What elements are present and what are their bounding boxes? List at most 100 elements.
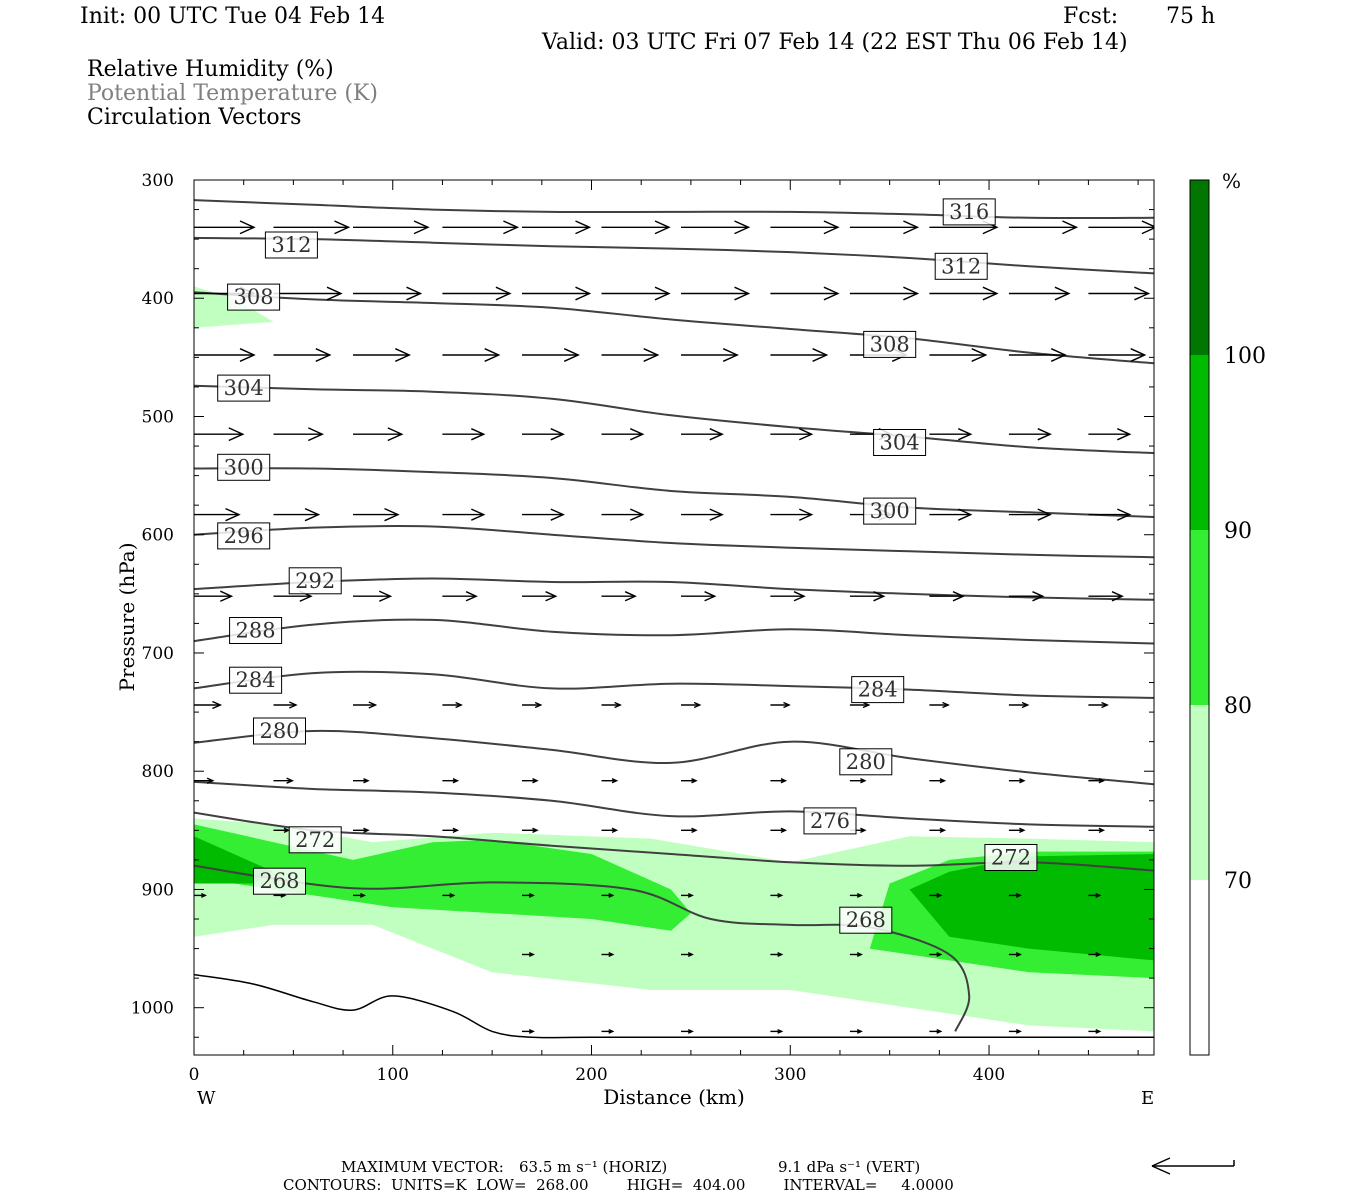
- wind-vector: [849, 952, 863, 957]
- wind-vector: [929, 428, 973, 441]
- wind-vector-head: [856, 952, 863, 957]
- wind-vector-head: [823, 220, 840, 235]
- isentrope-288: [194, 618, 1154, 645]
- wind-vector: [442, 892, 456, 898]
- max-vector-vert: 9.1 dPa s⁻¹ (VERT): [778, 1158, 921, 1176]
- wind-vector-head: [484, 348, 501, 362]
- isentrope-label-text: 300: [870, 499, 910, 523]
- isentrope-label-box: [229, 666, 283, 694]
- wind-vector-head: [936, 892, 943, 898]
- isentrope-label: 296: [217, 522, 271, 550]
- wind-vector-head: [1095, 952, 1102, 957]
- east-label: E: [1141, 1088, 1154, 1109]
- wind-vector-head: [856, 1028, 863, 1034]
- wind-vector: [681, 778, 698, 784]
- isentrope-label-text: 308: [234, 285, 274, 309]
- wind-vector-head: [722, 348, 739, 362]
- wind-vector-head: [614, 701, 622, 709]
- wind-vector-head: [936, 1028, 943, 1034]
- wind-vector-head: [1015, 892, 1022, 898]
- wind-vector: [929, 701, 950, 709]
- wind-vector-head: [449, 892, 456, 898]
- wind-vector-head: [334, 220, 351, 235]
- wind-vector-head: [1111, 591, 1124, 602]
- west-label: W: [197, 1088, 216, 1109]
- wind-vector-head: [206, 777, 215, 784]
- wind-vector-head: [982, 286, 999, 301]
- wind-vector: [1088, 778, 1106, 784]
- wind-vector: [601, 591, 637, 602]
- wind-vector-head: [550, 508, 565, 521]
- wind-vector: [1008, 220, 1079, 235]
- isentrope-label-box: [942, 198, 996, 226]
- colorbar-segment: [1190, 355, 1209, 530]
- isentrope-label: 304: [217, 374, 271, 402]
- wind-vector: [442, 827, 460, 834]
- isentrope-label-box: [253, 867, 306, 895]
- isentrope-label-box: [863, 330, 917, 358]
- wind-vector-head: [777, 952, 784, 957]
- isentrope-label-box: [217, 522, 271, 550]
- wind-vector-head: [856, 892, 863, 898]
- isentrope-label-text: 300: [224, 455, 264, 479]
- wind-vector: [353, 427, 404, 442]
- wind-vector-head: [308, 427, 325, 442]
- wind-vector-head: [687, 892, 694, 898]
- isentrope-316: [194, 199, 1154, 220]
- wind-vector-head: [545, 591, 558, 602]
- wind-vector: [1088, 892, 1102, 898]
- wind-vector: [1088, 348, 1147, 362]
- x-tick-label: 300: [774, 1065, 806, 1085]
- isentrope-312: [194, 236, 1154, 275]
- wind-vector-head: [608, 952, 615, 957]
- wind-vector-head: [315, 348, 332, 362]
- init-time: Init: 00 UTC Tue 04 Feb 14: [80, 4, 386, 29]
- wind-vector: [681, 220, 751, 235]
- relative-humidity-fill: [194, 286, 1154, 1032]
- forecast-hour-value: 75 h: [1166, 4, 1216, 29]
- wind-vector: [849, 1028, 863, 1034]
- x-axis-title: Distance (km): [603, 1085, 745, 1109]
- wind-vector: [849, 220, 920, 235]
- wind-vector: [601, 701, 622, 709]
- wind-vector: [929, 778, 947, 784]
- wind-vector: [601, 827, 619, 834]
- wind-vector-head: [1037, 508, 1052, 521]
- wind-vector-head: [413, 220, 430, 235]
- wind-vector: [681, 892, 694, 898]
- wind-vector: [442, 428, 486, 441]
- colorbar: 70 80 90 100%: [1189, 169, 1266, 1056]
- wind-vector: [770, 1028, 784, 1034]
- wind-vector-head: [812, 348, 829, 362]
- wind-vector: [1008, 701, 1030, 709]
- wind-vector-head: [220, 590, 234, 602]
- wind-vector: [929, 827, 947, 834]
- wind-vector: [770, 348, 829, 362]
- isentrope-label: 272: [984, 844, 1038, 871]
- colorbar-segment: [1190, 180, 1209, 355]
- wind-vector-head: [691, 827, 698, 834]
- wind-vector-head: [687, 1028, 694, 1034]
- wind-vector: [681, 701, 702, 709]
- wind-vector: [849, 778, 867, 784]
- wind-vector-head: [939, 778, 947, 784]
- wind-vector-head: [212, 700, 223, 710]
- wind-vector: [273, 777, 295, 784]
- wind-vector: [273, 701, 298, 709]
- wind-vector-head: [777, 892, 784, 898]
- wind-vector: [353, 220, 430, 235]
- wind-vector: [442, 508, 486, 521]
- wind-vector-head: [860, 778, 867, 784]
- wind-vector: [601, 428, 645, 441]
- wind-vector: [770, 701, 791, 709]
- wind-vector-head: [528, 892, 535, 898]
- colorbar-segment: [1190, 705, 1209, 880]
- wind-vector: [1088, 1028, 1102, 1034]
- wind-vector-head: [1015, 952, 1022, 957]
- wind-vector-head: [780, 827, 788, 834]
- y-tick-label: 900: [142, 880, 174, 900]
- wind-vector-head: [228, 427, 245, 442]
- wind-vector-head: [799, 508, 814, 521]
- wind-vector: [770, 220, 840, 235]
- wind-vector: [1088, 428, 1132, 441]
